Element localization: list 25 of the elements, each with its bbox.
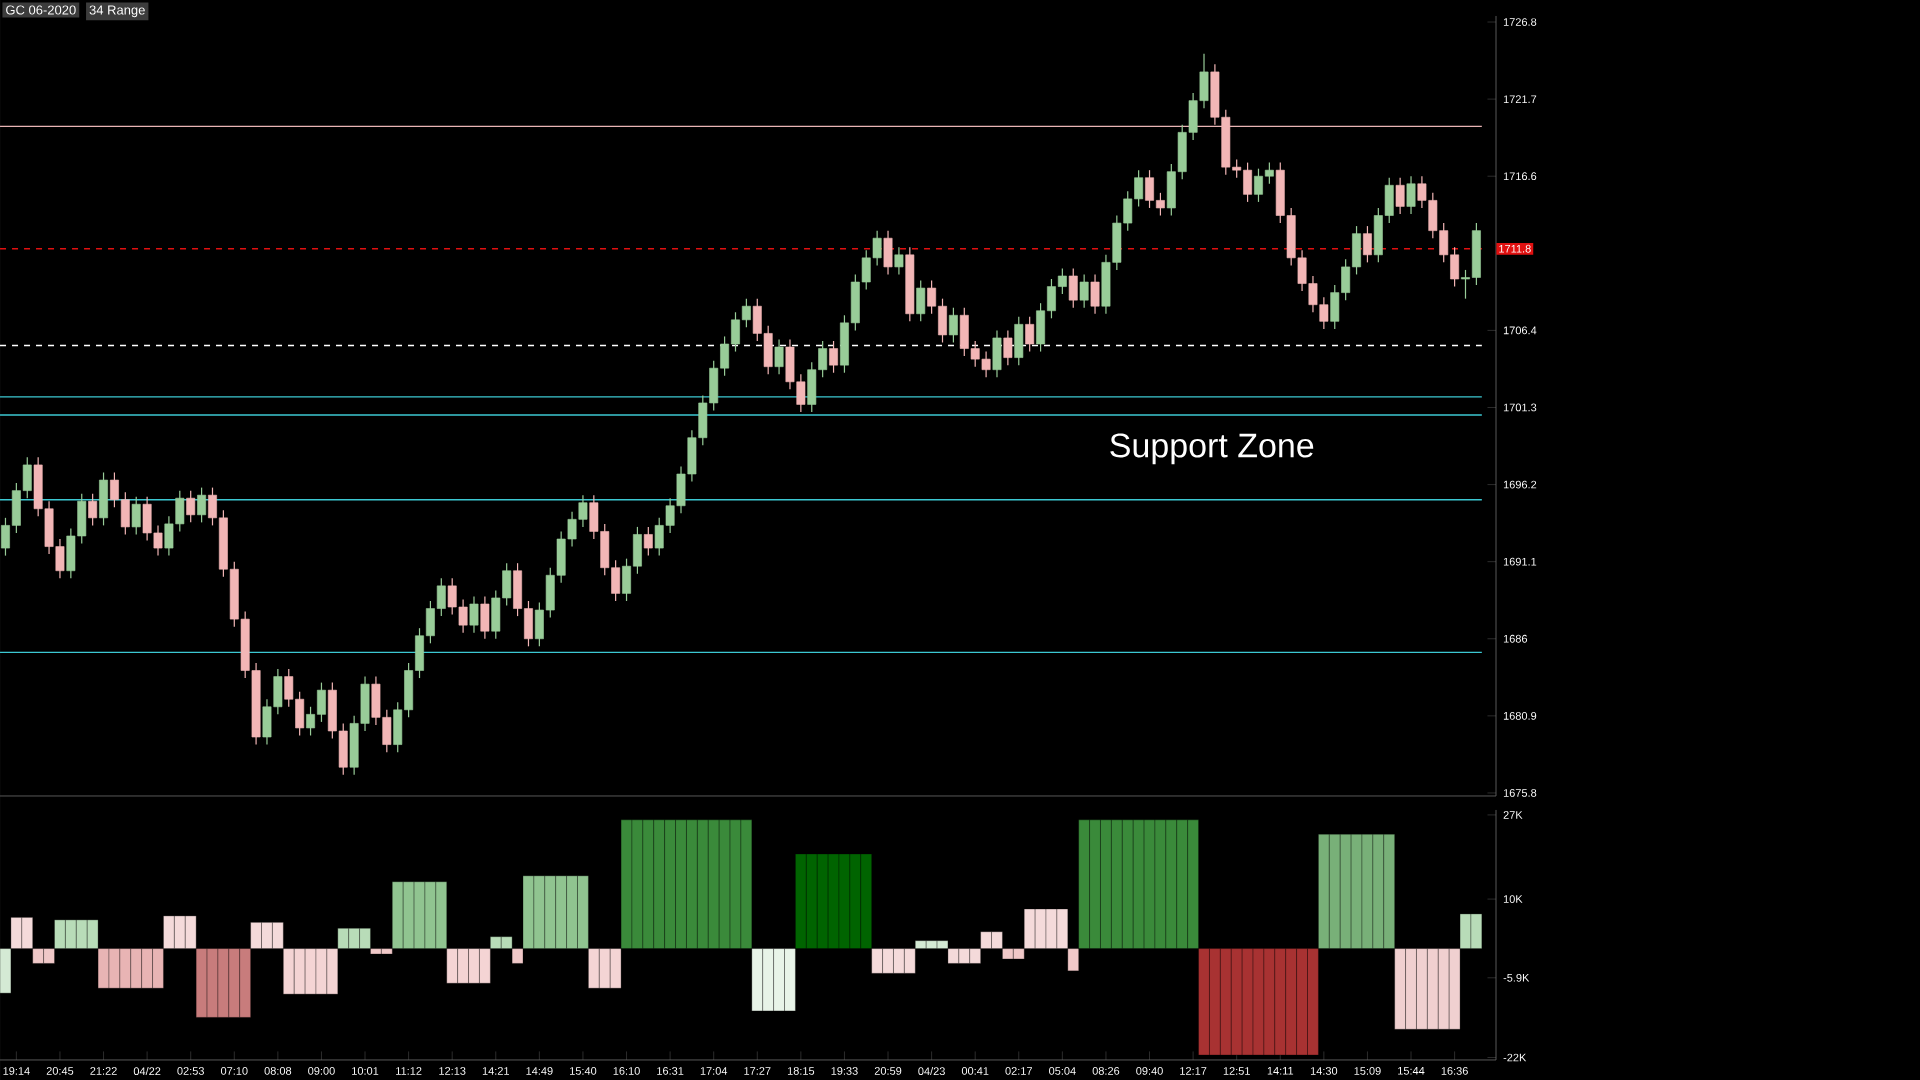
candlestick — [186, 490, 196, 523]
candlestick — [1363, 225, 1372, 263]
candlestick — [197, 487, 207, 523]
candlestick — [99, 471, 108, 526]
candlestick — [916, 279, 926, 322]
candlestick — [1025, 316, 1035, 353]
candlestick — [774, 338, 784, 375]
candlestick — [1090, 273, 1100, 315]
candlestick — [469, 595, 479, 634]
candlestick — [1068, 267, 1078, 309]
candlestick — [992, 329, 1002, 378]
candlestick — [1003, 329, 1013, 366]
candlestick — [131, 496, 141, 536]
candlestick — [1079, 273, 1089, 309]
candlestick — [829, 340, 838, 374]
candlestick — [1395, 177, 1405, 215]
candlestick — [883, 230, 893, 276]
candlestick — [1014, 316, 1024, 366]
candlestick — [643, 526, 653, 557]
candlestick — [480, 595, 490, 640]
candlestick — [88, 493, 98, 526]
candlestick — [894, 246, 904, 276]
candlestick — [1406, 175, 1416, 215]
candlestick — [948, 307, 958, 344]
annotation: Support Zone — [1110, 433, 1314, 465]
